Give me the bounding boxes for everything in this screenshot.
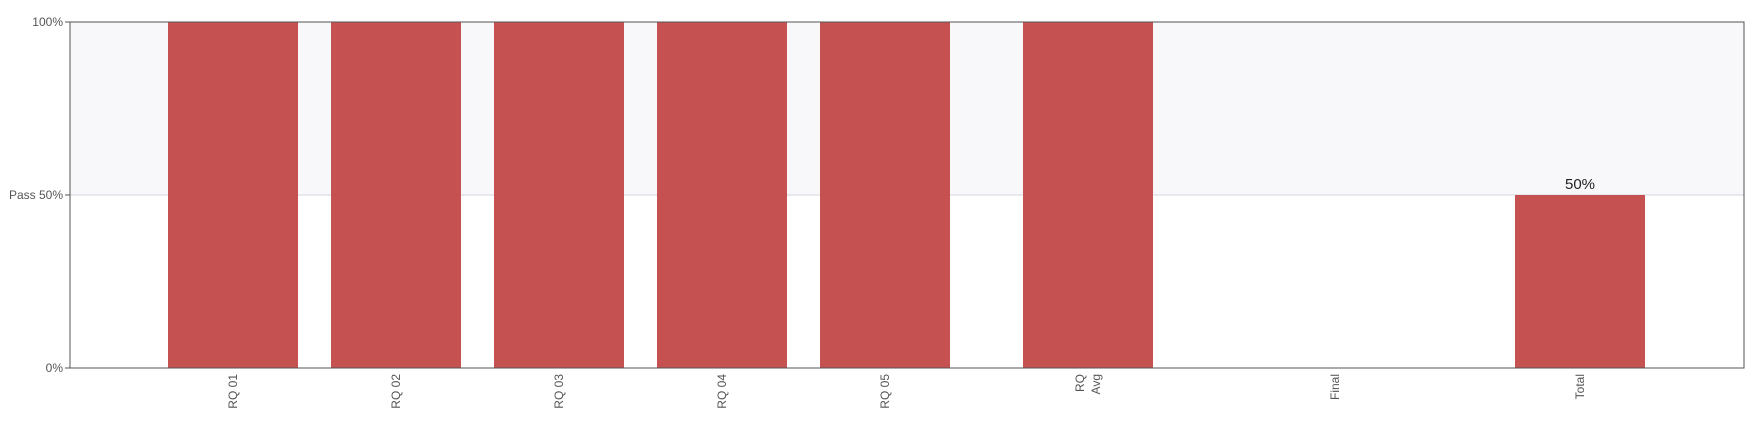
x-tick-text: RQ 01 [226, 374, 240, 409]
x-tick-text: Total [1573, 374, 1587, 399]
x-tick-label: Final [1328, 374, 1342, 400]
y-tick-label: 0% [46, 361, 64, 375]
x-tick-label: RQ 02 [389, 374, 403, 409]
x-tick-text: RQ 04 [715, 374, 729, 409]
bar-rq-05 [820, 22, 950, 368]
x-tick-text: Final [1328, 374, 1342, 400]
bar-rq-avg [1023, 22, 1153, 368]
x-tick-label: Total [1573, 374, 1587, 399]
bars-group [168, 22, 1645, 368]
x-tick-text: RQ [1073, 374, 1087, 392]
x-tick-label: RQ 03 [552, 374, 566, 409]
y-tick-label: Pass 50% [9, 188, 63, 202]
x-tick-label: RQ Avg [1073, 374, 1103, 394]
x-tick-text: RQ 02 [389, 374, 403, 409]
x-tick-text: RQ 05 [878, 374, 892, 409]
y-axis-ticks: 0% Pass 50% 100% [9, 15, 70, 375]
data-label: 50% [1565, 176, 1595, 193]
x-tick-label: RQ 01 [226, 374, 240, 409]
bar-rq-03 [494, 22, 624, 368]
y-tick-label: 100% [32, 15, 63, 29]
x-axis-ticks: RQ 01 RQ 02 RQ 03 RQ 04 RQ 05 RQ Avg Final Total [226, 374, 1587, 409]
x-tick-text: RQ 03 [552, 374, 566, 409]
x-tick-text: Avg [1089, 374, 1103, 394]
bar-rq-01 [168, 22, 298, 368]
bar-rq-04 [657, 22, 787, 368]
data-labels: 50% [1565, 176, 1595, 193]
x-tick-label: RQ 04 [715, 374, 729, 409]
x-tick-label: RQ 05 [878, 374, 892, 409]
bar-total [1515, 195, 1645, 368]
bar-rq-02 [331, 22, 461, 368]
